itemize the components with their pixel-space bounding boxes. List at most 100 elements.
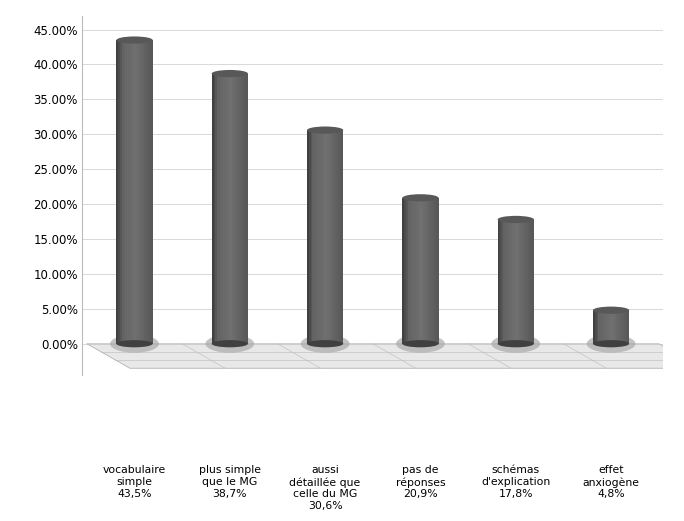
Ellipse shape [498, 216, 534, 223]
Bar [532, 219, 534, 344]
Bar [241, 73, 243, 344]
Bar [224, 73, 226, 344]
Ellipse shape [116, 36, 153, 44]
Bar [219, 73, 221, 344]
Bar [620, 310, 622, 344]
Bar [430, 198, 432, 344]
Bar [338, 130, 340, 344]
Bar [411, 198, 413, 344]
Bar [309, 130, 311, 344]
Bar [426, 198, 428, 344]
Bar [525, 219, 527, 344]
Bar [122, 40, 124, 344]
Bar [147, 40, 149, 344]
Ellipse shape [307, 340, 343, 348]
Bar [138, 40, 140, 344]
Ellipse shape [212, 70, 248, 77]
Bar [324, 130, 325, 344]
Bar [615, 310, 616, 344]
Bar [512, 219, 514, 344]
Bar [334, 130, 336, 344]
Bar [519, 219, 521, 344]
Bar [217, 73, 219, 344]
Bar [626, 310, 627, 344]
Bar [318, 130, 319, 344]
Bar [507, 219, 508, 344]
Bar [142, 40, 144, 344]
Bar [622, 310, 624, 344]
Bar [521, 219, 523, 344]
Bar [237, 73, 239, 344]
Bar [501, 219, 503, 344]
Ellipse shape [402, 194, 438, 202]
Bar [433, 198, 435, 344]
Bar [527, 219, 529, 344]
Bar [327, 130, 329, 344]
Bar [336, 130, 338, 344]
Bar [329, 130, 330, 344]
Bar [404, 198, 406, 344]
Bar [595, 310, 596, 344]
Bar [232, 73, 233, 344]
Bar [508, 219, 510, 344]
Bar [616, 310, 618, 344]
Bar [435, 198, 437, 344]
Bar [226, 73, 228, 344]
Bar [129, 40, 131, 344]
Bar [609, 310, 611, 344]
Ellipse shape [593, 340, 629, 348]
Bar [228, 73, 230, 344]
Bar [593, 310, 595, 344]
Bar [314, 130, 316, 344]
Bar [222, 73, 224, 344]
Bar [518, 219, 519, 344]
Bar [406, 198, 408, 344]
Bar [244, 73, 246, 344]
Bar [596, 310, 598, 344]
Bar [321, 130, 324, 344]
Bar [146, 40, 147, 344]
Bar [311, 130, 313, 344]
Ellipse shape [498, 340, 534, 348]
Bar [624, 310, 626, 344]
Bar [422, 198, 424, 344]
Bar [408, 198, 410, 344]
Bar [413, 198, 415, 344]
Bar [421, 198, 422, 344]
Bar [215, 73, 217, 344]
Ellipse shape [116, 340, 153, 348]
Ellipse shape [396, 334, 445, 353]
Bar [607, 310, 609, 344]
Ellipse shape [587, 334, 635, 353]
Bar [523, 219, 525, 344]
Ellipse shape [593, 306, 629, 314]
Bar [319, 130, 321, 344]
Bar [135, 40, 136, 344]
Ellipse shape [301, 334, 350, 353]
Bar [428, 198, 430, 344]
Bar [516, 219, 518, 344]
Bar [140, 40, 142, 344]
Bar [498, 219, 499, 344]
Bar [605, 310, 607, 344]
Bar [415, 198, 417, 344]
Bar [332, 130, 334, 344]
Bar [212, 73, 213, 344]
Bar [144, 40, 146, 344]
Bar [503, 219, 505, 344]
Bar [402, 198, 404, 344]
Bar [131, 40, 133, 344]
Bar [410, 198, 411, 344]
Bar [514, 219, 516, 344]
Bar [330, 130, 332, 344]
Bar [602, 310, 604, 344]
Bar [432, 198, 433, 344]
Ellipse shape [402, 340, 438, 348]
Bar [243, 73, 244, 344]
Bar [611, 310, 613, 344]
Bar [437, 198, 438, 344]
Bar [604, 310, 605, 344]
Ellipse shape [205, 334, 254, 353]
Ellipse shape [307, 127, 343, 134]
Ellipse shape [491, 334, 540, 353]
